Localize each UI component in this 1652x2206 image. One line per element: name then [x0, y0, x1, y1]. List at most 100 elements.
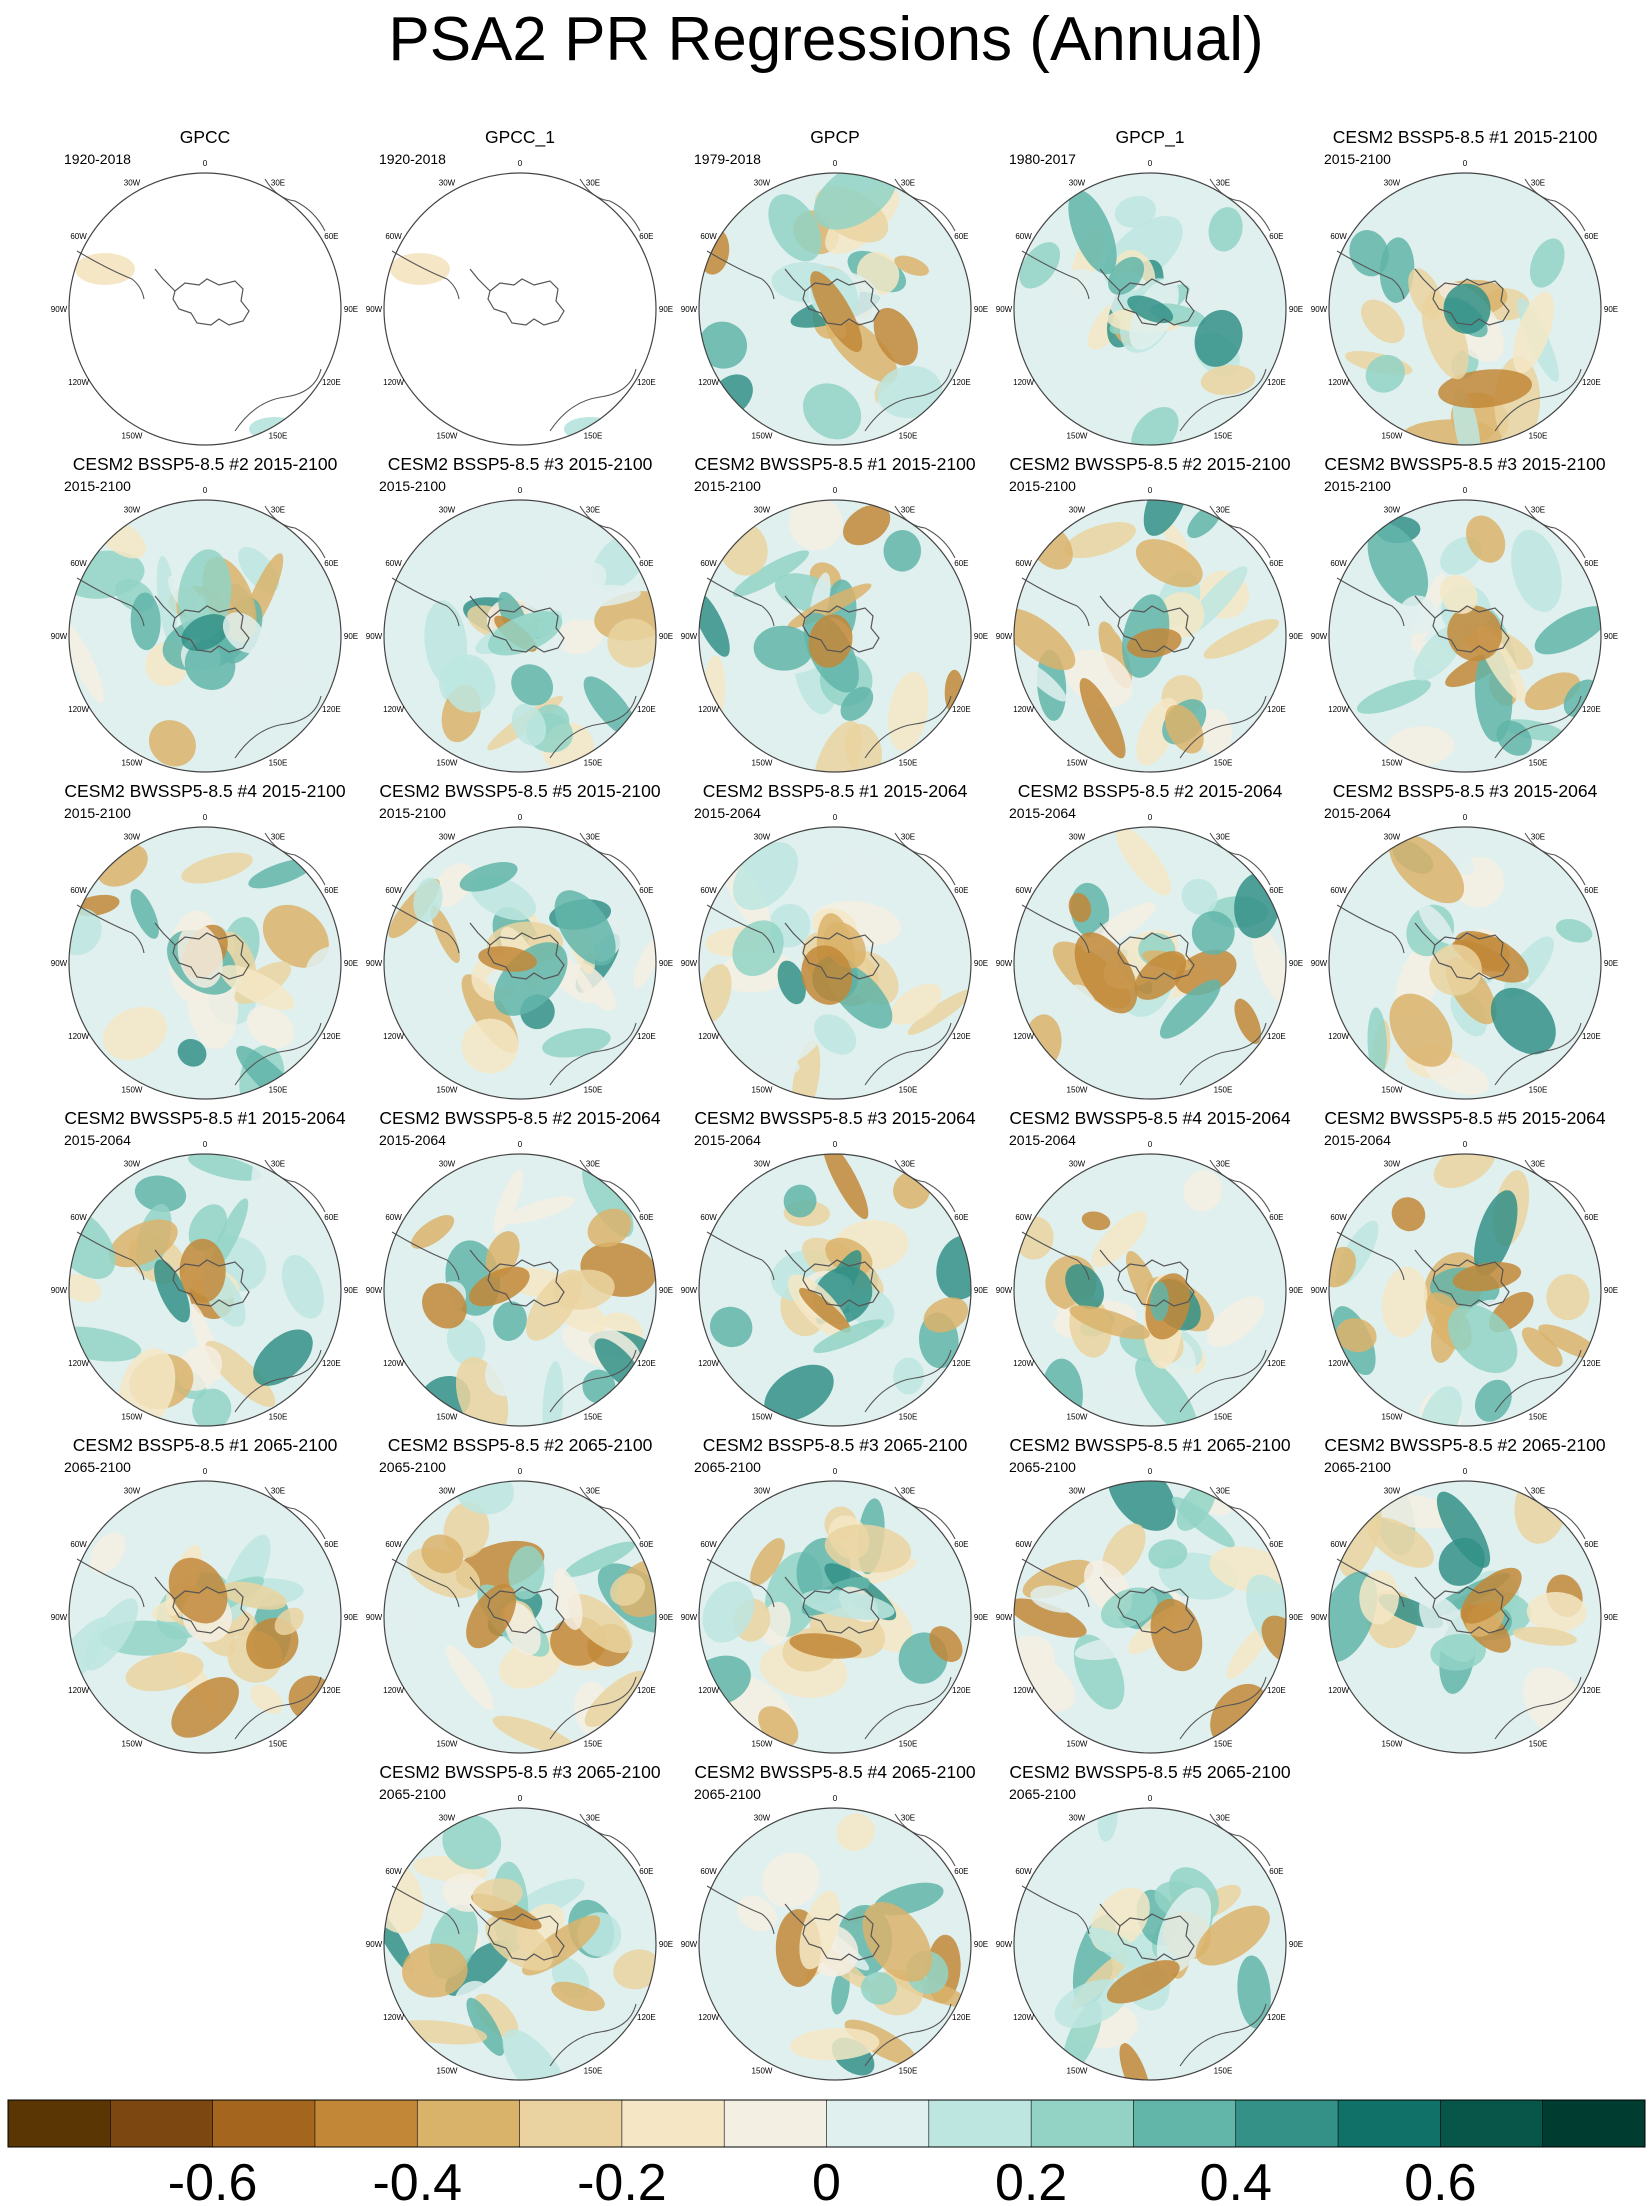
antarctica-coastline [1414, 268, 1510, 326]
lon-label: 120E [322, 1032, 341, 1041]
lon-label: 60E [954, 1867, 968, 1876]
lon-label: 90E [1604, 1613, 1618, 1622]
anomaly-blob [433, 863, 474, 907]
map-rim [1013, 1153, 1287, 1427]
anomaly-blob [709, 1306, 753, 1348]
lon-label: 30W [124, 1487, 141, 1496]
antarctica-coastline [469, 1903, 565, 1961]
anomaly-blob [468, 1266, 530, 1307]
polar-map: 030E60E90E120E150E180150W120W90W60W30W [366, 1467, 673, 1754]
anomaly-blob [1135, 539, 1203, 588]
lon-label: 60W [385, 886, 402, 895]
lon-label: 60W [385, 1867, 402, 1876]
anomaly-blob [1065, 1264, 1104, 1310]
panel-period: 2015-2100 [694, 478, 761, 494]
lon-label: 90W [1311, 1613, 1328, 1622]
lon-label: 120E [637, 1359, 656, 1368]
anomaly-blob [1237, 1955, 1271, 2029]
lon-label: 150W [437, 431, 458, 440]
anomaly-blob [633, 937, 656, 988]
lon-label: 60E [1584, 886, 1598, 895]
anomaly-blob [732, 550, 810, 597]
anomaly-blob [1200, 364, 1256, 396]
lon-label: 90W [51, 305, 68, 314]
panel-title: CESM2 BWSSP5-8.5 #3 2065-2100 [379, 1762, 661, 1782]
antarctica-coastline [154, 595, 250, 653]
lon-label: 90W [996, 1286, 1013, 1295]
anomaly-blob [205, 1340, 276, 1408]
south-america-coastline [391, 1231, 460, 1281]
map-rim [383, 1480, 657, 1754]
lon-label: 30W [124, 1160, 141, 1169]
panel-period: 2015-2064 [379, 1132, 446, 1148]
map-rim [1013, 1480, 1287, 1754]
map-panel: CESM2 BSSP5-8.5 #1 2015-2064 2015-2064 0 30… [680, 781, 990, 1101]
lon-label: 90W [1311, 1286, 1328, 1295]
lon-label: 120E [1267, 1359, 1286, 1368]
anomaly-blob [888, 671, 929, 752]
lon-label: 120W [383, 1686, 404, 1695]
panel-title: CESM2 BWSSP5-8.5 #5 2015-2100 [379, 781, 661, 801]
polar-map: 030E60E90E120E150E180150W120W90W60W30W [51, 486, 358, 773]
anomaly-blob [702, 1581, 755, 1643]
lon-label: 120E [1267, 705, 1286, 714]
panel-period: 2015-2100 [64, 478, 131, 494]
lon-label: 60W [700, 1867, 717, 1876]
africa-coastline [1209, 505, 1271, 559]
south-america-coastline [1336, 904, 1405, 954]
anomaly-blob [181, 614, 230, 651]
anomaly-blob [574, 962, 616, 1011]
polar-map: 030E60E90E120E150E180150W120W90W60W30W [681, 486, 988, 773]
antarctica-coastline [469, 595, 565, 653]
map-panel: GPCP1979-2018030E60E90E120E150E180150W12… [680, 127, 990, 447]
anomaly-blob [1135, 1357, 1198, 1426]
map-panel: CESM2 BWSSP5-8.5 #1 2065-2100 2065-2100 0 3… [995, 1435, 1305, 1755]
map-panel: CESM2 BWSSP5-8.5 #4 2065-2100 2065-2100 0 3… [680, 1762, 990, 2082]
anomaly-blob [502, 2029, 569, 2080]
lon-label: 30E [901, 833, 915, 842]
anomaly-blob [893, 1357, 925, 1395]
anomaly-blob [802, 383, 862, 440]
map-panel: CESM2 BSSP5-8.5 #2 2015-2100 2015-2100 0 30… [50, 454, 360, 774]
lon-label: 150W [1067, 2066, 1088, 2075]
south-america-coastline [706, 1558, 775, 1608]
map-panel: CESM2 BWSSP5-8.5 #1 2015-2064 2015-2064 0 3… [50, 1108, 360, 1428]
polar-map: 030E60E90E120E150E180150W120W90W60W30W [996, 159, 1303, 446]
anomaly-blob [1356, 679, 1431, 714]
lon-label: 90E [344, 959, 358, 968]
lon-label: 90W [996, 1940, 1013, 1949]
lon-label: 90W [366, 1613, 383, 1622]
anomaly-field [384, 1481, 656, 1753]
lon-label: 30E [1531, 506, 1545, 515]
lon-label: 120W [1013, 1032, 1034, 1041]
anomaly-blob [177, 1038, 207, 1067]
anomaly-blob [1127, 295, 1174, 324]
lon-label: 90W [51, 632, 68, 641]
anomaly-blob [461, 1018, 519, 1074]
antarctica-coastline [469, 922, 565, 980]
map-rim [68, 1153, 342, 1427]
lon-label: 90E [974, 305, 988, 314]
lon-label: 60W [1015, 1213, 1032, 1222]
lon-label: 60E [639, 886, 653, 895]
anomaly-blob [1425, 1056, 1489, 1095]
lon-label: 150E [584, 1085, 603, 1094]
australia-coastline [549, 2003, 637, 2067]
lon-label: 30E [1216, 1814, 1230, 1823]
lon-label: 60E [1269, 886, 1283, 895]
lon-label: 30E [901, 1160, 915, 1169]
anomaly-blob [1194, 309, 1243, 367]
lon-label: 0 [1463, 1467, 1468, 1476]
anomaly-blob [108, 1219, 178, 1268]
panel-title: CESM2 BSSP5-8.5 #2 2015-2064 [1017, 781, 1283, 801]
anomaly-field [737, 1813, 971, 2076]
australia-coastline [1179, 368, 1267, 432]
anomaly-blob [1408, 268, 1443, 321]
africa-coastline [894, 178, 956, 232]
lon-label: 30W [124, 179, 141, 188]
anomaly-blob [503, 1602, 541, 1656]
lon-label: 90E [659, 632, 673, 641]
lon-label: 90E [974, 1286, 988, 1295]
lon-label: 120E [1582, 705, 1601, 714]
anomaly-blob [84, 1598, 139, 1671]
